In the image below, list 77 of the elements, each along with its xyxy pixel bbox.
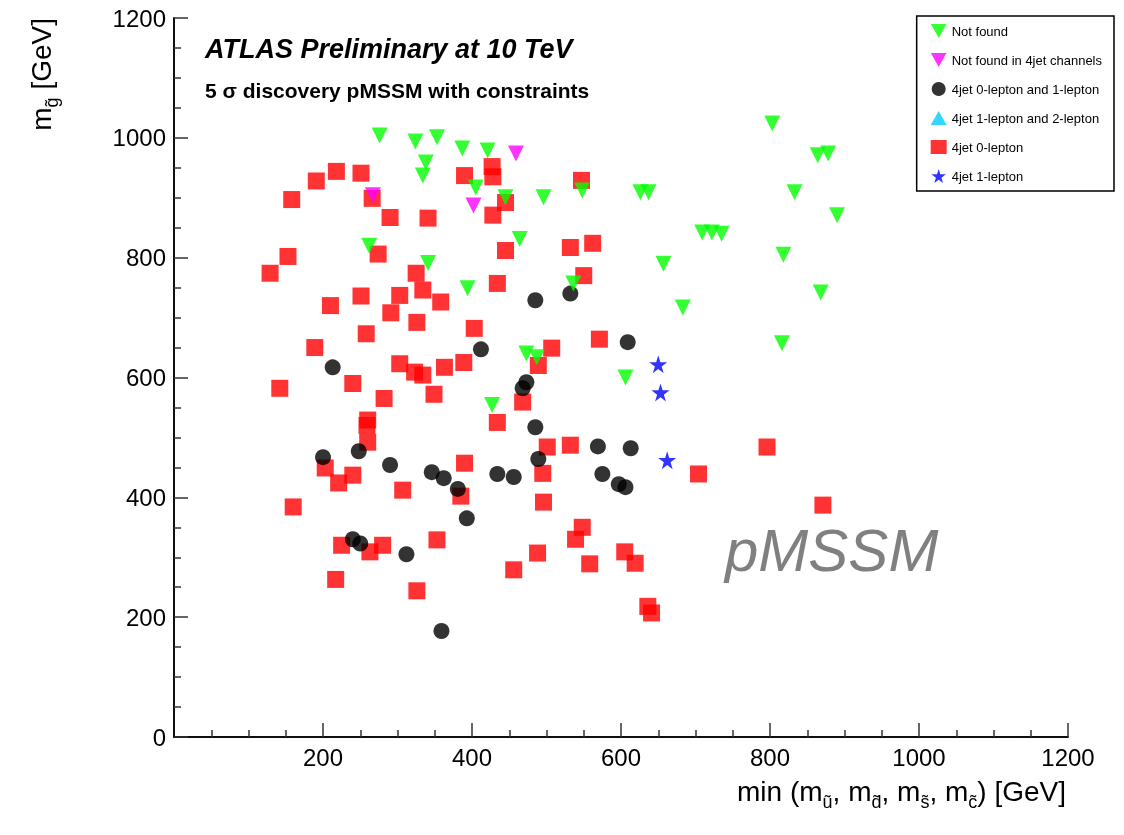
text: 5 σ discovery pMSSM with constraints — [205, 79, 590, 102]
point — [651, 383, 670, 402]
point — [535, 189, 552, 206]
point — [423, 464, 440, 481]
y-tick-label: 600 — [125, 364, 166, 391]
point — [619, 334, 636, 351]
text: ATLAS Preliminary at 10 TeV — [204, 33, 575, 64]
x-tick-label: 600 — [600, 743, 642, 771]
x-tick-label: 800 — [749, 743, 791, 771]
point — [371, 127, 388, 144]
point — [420, 255, 437, 272]
point — [764, 115, 781, 132]
point — [562, 285, 579, 302]
point — [489, 465, 506, 482]
x-tick-label: 200 — [302, 743, 344, 771]
point — [617, 369, 634, 386]
point — [361, 237, 378, 254]
point — [655, 255, 672, 272]
point — [649, 355, 668, 374]
point — [350, 443, 367, 460]
point — [617, 479, 634, 496]
point — [352, 535, 369, 552]
point — [505, 468, 522, 485]
point — [458, 510, 475, 527]
point — [382, 456, 399, 473]
point — [514, 380, 531, 397]
legend-label: 4jet 1-lepton and 2-lepton — [951, 110, 1100, 126]
point — [433, 622, 450, 639]
y-tick-label: 0 — [152, 723, 166, 751]
point — [530, 450, 547, 467]
point — [589, 438, 606, 455]
point — [622, 440, 639, 457]
point — [454, 140, 471, 157]
point — [594, 465, 611, 482]
annotation: pMSSM — [723, 516, 939, 584]
y-tick-label: 200 — [125, 603, 166, 631]
point — [414, 167, 431, 184]
text: min (m$_{ũ}$, m$_{d̃}$, m$_{s̃}$, m$_{c̃}$) [GeV] — [737, 776, 1066, 812]
legend-label: 4jet 0-lepton and 1-lepton — [951, 81, 1100, 97]
legend-label: 4jet 1-lepton — [951, 168, 1024, 184]
point — [459, 280, 476, 297]
legend-label: Not found — [951, 23, 1009, 39]
point — [428, 129, 445, 146]
y-tick-label: 1000 — [112, 124, 166, 152]
point — [713, 225, 730, 242]
point — [511, 231, 528, 248]
point — [435, 470, 452, 487]
legend-label: Not found in 4jet channels — [951, 52, 1103, 68]
y-tick-label: 800 — [125, 244, 166, 272]
point — [417, 154, 434, 171]
point — [640, 184, 657, 201]
point — [479, 142, 496, 159]
point — [674, 299, 691, 316]
point — [812, 284, 829, 301]
point — [658, 451, 677, 470]
point — [565, 275, 582, 292]
point — [467, 179, 484, 196]
point — [527, 419, 544, 436]
point — [324, 359, 341, 376]
legend-label: 4jet 0-lepton — [951, 139, 1024, 155]
point — [465, 197, 482, 214]
point — [829, 207, 846, 224]
point — [407, 133, 424, 150]
point — [507, 145, 524, 162]
point — [398, 546, 415, 563]
x-tick-label: 1000 — [892, 743, 946, 771]
y-tick-label: 1200 — [112, 4, 166, 32]
point — [527, 292, 544, 309]
y-tick-label: 400 — [125, 483, 166, 511]
point — [786, 184, 803, 201]
point — [775, 246, 792, 263]
point — [773, 335, 790, 352]
x-tick-label: 400 — [451, 743, 493, 771]
point — [472, 341, 489, 358]
point — [484, 397, 501, 414]
point — [820, 145, 837, 162]
x-tick-label: 1200 — [1041, 743, 1095, 771]
